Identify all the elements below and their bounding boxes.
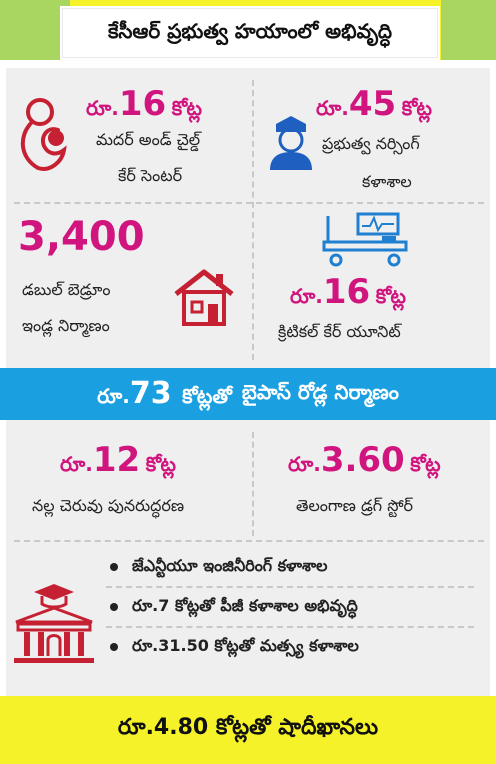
- card-6-line1: తెలంగాణ డ్రగ్ స్టోర్: [296, 496, 413, 515]
- page-title: కేసీఆర్ ప్రభుత్వ హయాంలో అభివృద్ధి: [60, 6, 440, 60]
- college-building-icon: [14, 584, 94, 663]
- card-2-amount: రూ.45 కోట్ల: [316, 84, 432, 124]
- hospital-bed-icon: [322, 212, 408, 267]
- card-5-line1: నల్ల చెరువు పునరుద్ధరణ: [32, 496, 185, 515]
- band-amount: రూ.73 కోట్లతో: [97, 375, 232, 411]
- bullet-icon: [110, 643, 118, 651]
- header-bg-right: [441, 0, 496, 60]
- card-6-amount: రూ.3.60 కోట్ల: [288, 440, 441, 480]
- card-3-line2: ఇండ్ల నిర్మాణం: [22, 316, 110, 335]
- card-5-amount: రూ.12 కోట్ల: [60, 440, 176, 480]
- list-item: రూ.31.50 కోట్లతో మత్స్య కళాశాల: [104, 628, 474, 666]
- card-2-line1: ప్రభుత్వ నర్సింగ్: [322, 134, 420, 153]
- bypass-road-band: రూ.73 కోట్లతో బైపాస్ రోడ్ల నిర్మాణం: [0, 368, 496, 420]
- divider-horizontal-2: [14, 540, 484, 542]
- divider-vertical-top: [252, 80, 254, 360]
- list-item: జేఎన్టీయూ ఇంజినీరింగ్ కళాశాల: [104, 548, 474, 586]
- mother-child-icon: [21, 98, 67, 171]
- card-3-line1: డబుల్ బెడ్రూం: [22, 280, 111, 299]
- divider-horizontal-1: [14, 202, 484, 204]
- shaadikhana-footer: రూ.4.80 కోట్లతో షాదీఖానలు: [0, 696, 496, 764]
- college-bullet-list: జేఎన్టీయూ ఇంజినీరింగ్ కళాశాల రూ.7 కోట్లత…: [104, 548, 474, 666]
- card-2-line2: కళాశాల: [362, 172, 412, 191]
- card-1-line1: మదర్ అండ్ చైల్డ్: [96, 130, 201, 149]
- bullet-icon: [110, 603, 118, 611]
- list-divider: [106, 586, 474, 588]
- nurse-icon: [270, 116, 312, 170]
- card-1-amount: రూ.16 కోట్ల: [86, 84, 202, 124]
- house-icon: [174, 269, 234, 326]
- band-text: బైపాస్ రోడ్ల నిర్మాణం: [241, 379, 399, 404]
- header-bg-left: [0, 0, 70, 60]
- card-3-amount: 3,400: [18, 214, 145, 260]
- card-4-amount: రూ.16 కోట్ల: [290, 272, 406, 312]
- bullet-icon: [110, 563, 118, 571]
- divider-vertical-mid: [252, 432, 254, 536]
- card-4-line1: క్రిటికల్ కేర్ యూనిట్: [278, 322, 401, 341]
- card-1-line2: కేర్ సెంటర్: [118, 166, 183, 185]
- list-divider: [106, 626, 474, 628]
- header-bar: కేసీఆర్ ప్రభుత్వ హయాంలో అభివృద్ధి: [0, 0, 496, 60]
- list-item: రూ.7 కోట్లతో పీజీ కళాశాల అభివృద్ధి: [104, 588, 474, 626]
